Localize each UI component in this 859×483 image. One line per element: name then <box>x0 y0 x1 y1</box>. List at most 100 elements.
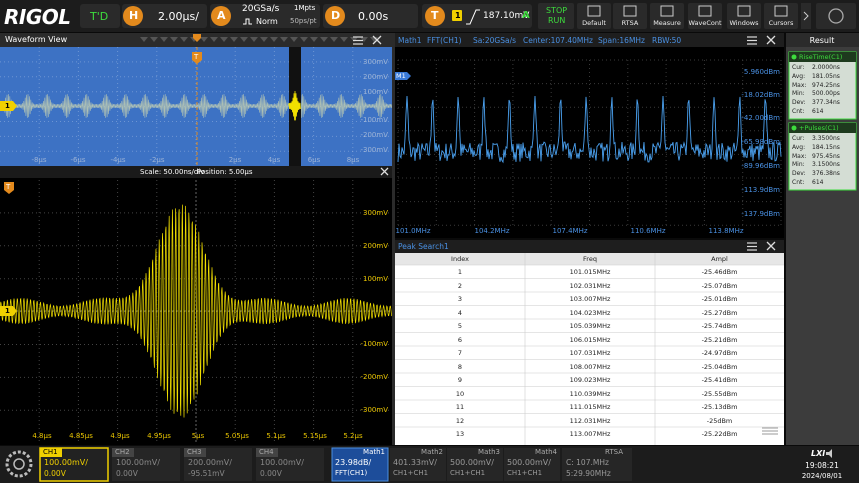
math-box <box>504 448 560 481</box>
fft-y-label: -89.96dBm <box>741 162 780 170</box>
trigger-marker <box>192 52 202 64</box>
run-stop-button <box>538 3 574 29</box>
math-name[interactable]: Math4 <box>535 448 557 456</box>
channel-scale[interactable]: 100.00mV/ <box>44 458 88 467</box>
channel-name[interactable]: CH3 <box>187 448 202 456</box>
result-header <box>786 33 859 47</box>
toolbar-button-label[interactable]: Default <box>582 19 606 27</box>
stat-value: 614 <box>812 179 824 186</box>
overview-y-label: 300mV <box>363 58 388 66</box>
stop-label[interactable]: STOP <box>546 6 568 15</box>
fft-header <box>395 33 784 47</box>
rtsa-center[interactable]: C: 107.MHz <box>566 458 609 467</box>
fft-trace <box>397 95 782 164</box>
fft-y-label: 5.960dBm <box>743 68 780 76</box>
rtsa-span[interactable]: 5:29.90MHz <box>566 469 611 478</box>
fft-span: Span:16MHz <box>598 36 645 45</box>
menu-button <box>816 3 856 29</box>
table-cell: 5 <box>457 322 463 330</box>
math-scale[interactable]: 500.00mV/ <box>507 458 551 467</box>
memory-marker <box>310 37 318 42</box>
channel-offset[interactable]: -95.51mV <box>188 469 225 478</box>
overview-y-label: 200mV <box>363 73 388 81</box>
channel-marker-label: 1 <box>5 307 10 315</box>
channel-scale[interactable]: 100.00mV/ <box>116 458 160 467</box>
run-label[interactable]: RUN <box>548 16 566 25</box>
table-cell: -25.13dBm <box>701 403 738 411</box>
trigger-level[interactable]: 187.10mV <box>483 11 530 21</box>
channel-offset[interactable]: 0.00V <box>260 469 282 478</box>
nav-button <box>801 3 811 29</box>
stat-label: Cur: <box>792 64 805 71</box>
stat-label: Max: <box>792 81 807 89</box>
memory-marker <box>170 37 178 42</box>
trigger-position-marker <box>193 34 201 42</box>
table-cell: 12 <box>455 416 465 425</box>
channel-offset[interactable]: 0.00V <box>116 469 138 478</box>
horizontal-key[interactable]: H <box>129 9 139 22</box>
math-name[interactable]: Math3 <box>478 448 500 456</box>
toolbar-button-label[interactable]: Windows <box>729 19 759 27</box>
memory-marker <box>280 37 288 42</box>
math-source[interactable]: CH1+CH1 <box>450 469 486 477</box>
trigger-key[interactable]: T <box>431 9 439 22</box>
math-name[interactable]: Math2 <box>421 448 443 456</box>
measurement-title-bar <box>789 52 856 62</box>
measurement-name: +Pulses(C1) <box>799 124 839 132</box>
table-cell: -25.41dBm <box>701 376 738 384</box>
delay <box>325 6 345 26</box>
table-cell: -25.27dBm <box>701 308 738 317</box>
horizontal-scale[interactable]: 2.00µs/ <box>158 10 199 23</box>
resolution: 50ps/pt <box>290 17 317 25</box>
math-name[interactable]: Math1 <box>363 448 385 456</box>
delay-key[interactable]: D <box>331 9 341 22</box>
channel-name[interactable]: CH2 <box>115 448 130 456</box>
toolbar-button-label[interactable]: RTSA <box>621 19 639 27</box>
channel-tab <box>40 448 62 457</box>
math-scale[interactable]: 401.33mV/ <box>393 458 437 467</box>
overview-x-label: -6µs <box>70 156 86 164</box>
button-icon <box>623 5 637 17</box>
table-cell: 6 <box>457 335 463 344</box>
zoom-y-label: -200mV <box>360 373 389 381</box>
settings-gear <box>5 450 33 478</box>
column-header: Freq <box>583 255 597 263</box>
delay-value[interactable]: 0.00s <box>358 10 389 23</box>
math-source[interactable]: CH1+CH1 <box>507 469 543 477</box>
stat-value: 975.45ns <box>812 152 840 160</box>
toolbar-button-label[interactable]: Measure <box>653 19 681 27</box>
channel-offset[interactable]: 0.00V <box>44 469 66 478</box>
memory-marker <box>330 37 338 42</box>
channel-scale[interactable]: 200.00mV/ <box>188 458 232 467</box>
channel-scale[interactable]: 100.00mV/ <box>260 458 304 467</box>
clock-time: 19:08:21 <box>805 461 839 470</box>
zoom-x-label: 4.85µs <box>69 432 93 440</box>
table-cell: 2 <box>457 281 463 290</box>
channel-name[interactable]: CH4 <box>259 448 274 456</box>
table-cell: 103.007MHz <box>569 295 611 303</box>
stat-label: Avg: <box>792 143 806 151</box>
toolbar-button-label[interactable]: WaveCont <box>688 19 722 27</box>
memory-depth: 1Mpts <box>294 4 316 12</box>
stat-value: 2.0000ns <box>812 64 840 71</box>
math-scale[interactable]: 500.00mV/ <box>450 458 494 467</box>
stat-value: 184.15ns <box>812 143 840 151</box>
zoom-x-label: 5.05µs <box>225 432 249 440</box>
button-icon <box>737 5 751 17</box>
channel-dot <box>791 125 797 131</box>
zoom-y-label: -100mV <box>360 340 389 348</box>
toolbar-button-label[interactable]: Cursors <box>768 19 794 27</box>
math-source[interactable]: FFT(CH1) <box>335 469 368 477</box>
math-source[interactable]: CH1+CH1 <box>393 469 429 477</box>
math-scale[interactable]: 23.98dB/ <box>335 458 372 467</box>
fft-y-label: -113.9dBm <box>741 186 780 194</box>
channel-name[interactable]: CH1 <box>43 448 58 456</box>
memory-marker <box>360 37 368 42</box>
overview-x-label: 6µs <box>307 156 321 164</box>
rtsa-name[interactable]: RTSA <box>605 448 623 456</box>
button-icon <box>587 5 601 17</box>
memory-marker <box>300 37 308 42</box>
measurement-card <box>788 122 857 191</box>
acquire-key[interactable]: A <box>217 9 226 22</box>
